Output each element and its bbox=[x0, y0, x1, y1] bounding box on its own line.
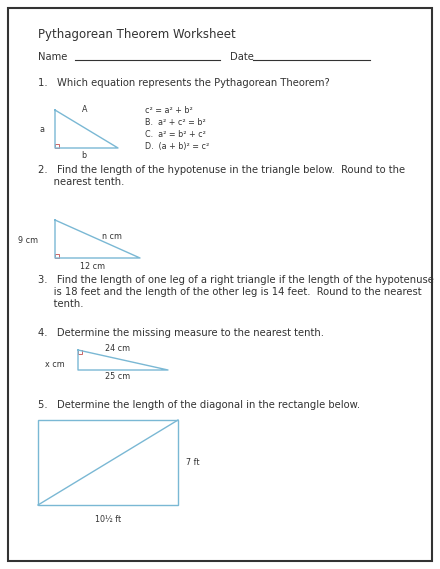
Text: a: a bbox=[39, 125, 44, 134]
Text: 4.   Determine the missing measure to the nearest tenth.: 4. Determine the missing measure to the … bbox=[38, 328, 324, 338]
Text: 5.   Determine the length of the diagonal in the rectangle below.: 5. Determine the length of the diagonal … bbox=[38, 400, 360, 410]
Text: B.  a² + c² = b²: B. a² + c² = b² bbox=[145, 118, 206, 127]
Bar bbox=[38, 420, 178, 505]
Text: 9 cm: 9 cm bbox=[18, 236, 38, 245]
Text: C.  a² = b² + c²: C. a² = b² + c² bbox=[145, 130, 206, 139]
Text: Date: Date bbox=[230, 52, 254, 62]
Text: c² = a² + b²: c² = a² + b² bbox=[145, 106, 193, 115]
Text: Pythagorean Theorem Worksheet: Pythagorean Theorem Worksheet bbox=[38, 28, 236, 41]
Text: 7 ft: 7 ft bbox=[186, 458, 199, 467]
Text: 3.   Find the length of one leg of a right triangle if the length of the hypoten: 3. Find the length of one leg of a right… bbox=[38, 275, 434, 285]
Text: Name: Name bbox=[38, 52, 67, 62]
Text: 24 cm: 24 cm bbox=[106, 344, 131, 353]
Text: 1.   Which equation represents the Pythagorean Theorem?: 1. Which equation represents the Pythago… bbox=[38, 78, 330, 88]
Text: 10½ ft: 10½ ft bbox=[95, 515, 121, 524]
Text: tenth.: tenth. bbox=[38, 299, 84, 309]
Text: 25 cm: 25 cm bbox=[105, 372, 131, 381]
Text: 12 cm: 12 cm bbox=[81, 262, 106, 271]
Bar bbox=[78, 350, 82, 354]
Bar bbox=[55, 254, 59, 258]
Text: 2.   Find the length of the hypotenuse in the triangle below.  Round to the: 2. Find the length of the hypotenuse in … bbox=[38, 165, 405, 175]
Text: D.  (a + b)² = c²: D. (a + b)² = c² bbox=[145, 142, 209, 151]
Bar bbox=[55, 144, 59, 148]
Text: x cm: x cm bbox=[45, 360, 65, 369]
Text: is 18 feet and the length of the other leg is 14 feet.  Round to the nearest: is 18 feet and the length of the other l… bbox=[38, 287, 422, 297]
Text: nearest tenth.: nearest tenth. bbox=[38, 177, 125, 187]
Text: b: b bbox=[81, 151, 87, 160]
Text: n cm: n cm bbox=[102, 232, 122, 241]
Text: A: A bbox=[82, 105, 88, 114]
